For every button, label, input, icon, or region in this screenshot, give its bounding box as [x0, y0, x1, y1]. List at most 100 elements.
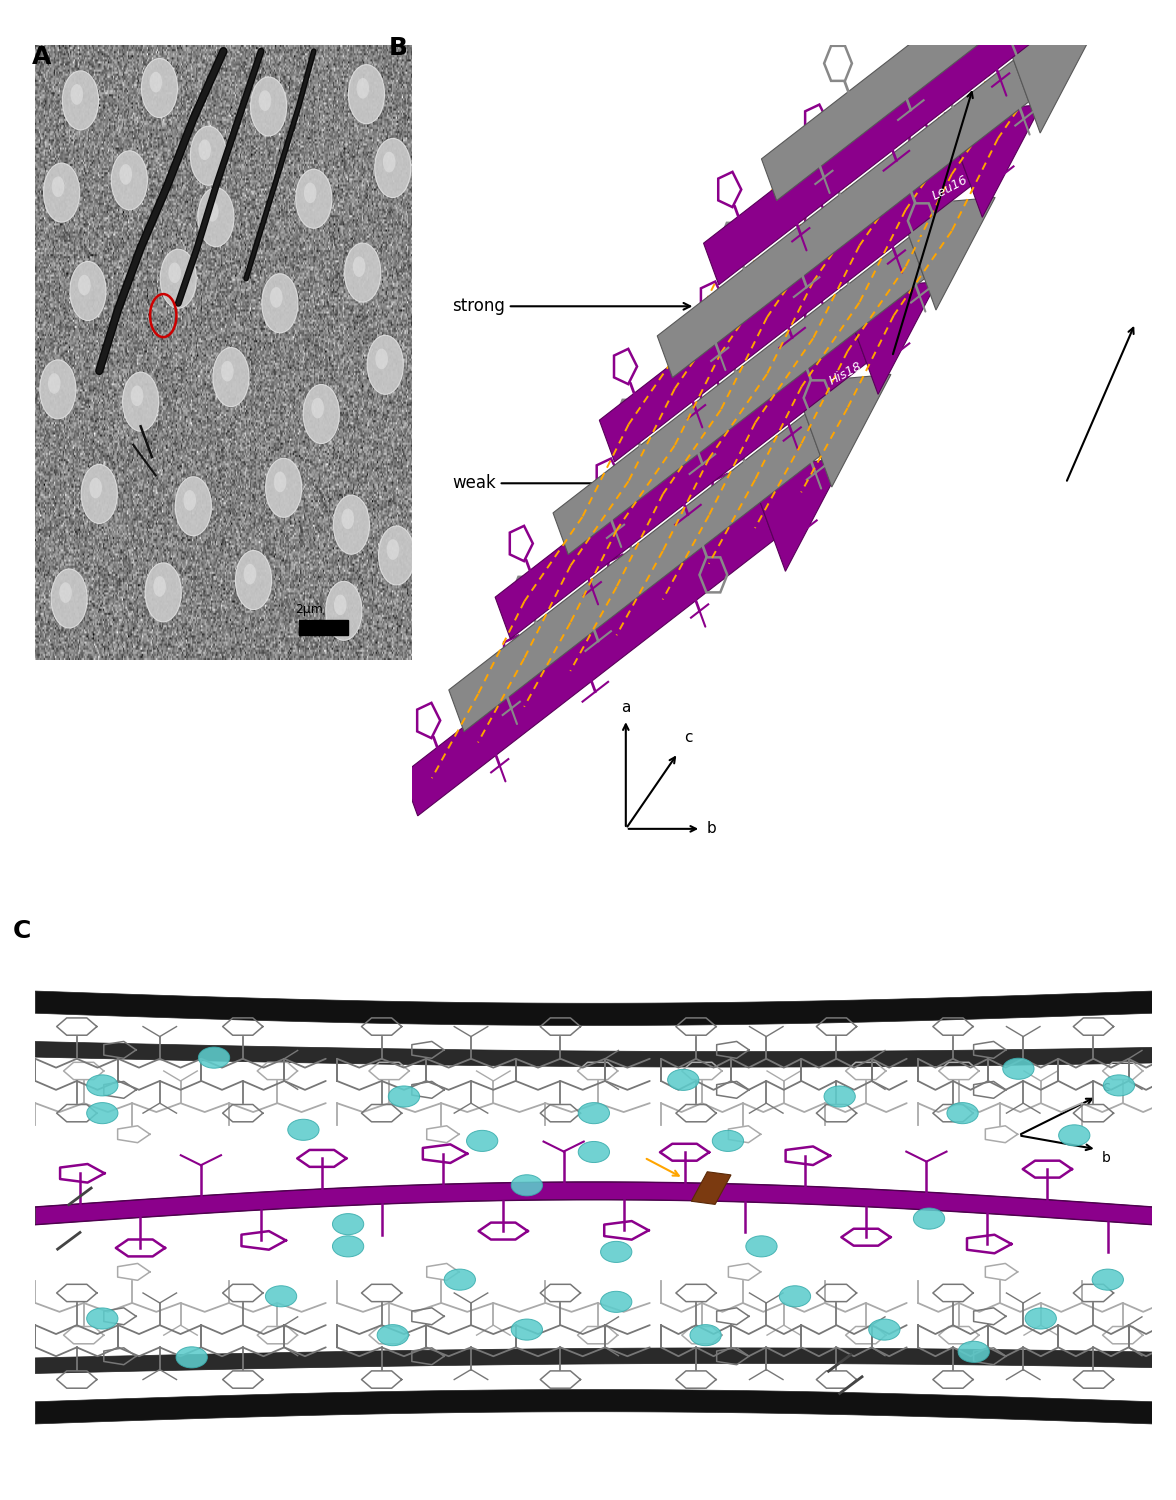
- Polygon shape: [402, 498, 774, 816]
- Circle shape: [122, 372, 159, 430]
- Circle shape: [52, 177, 65, 197]
- Circle shape: [206, 201, 219, 222]
- Ellipse shape: [388, 1086, 420, 1107]
- Polygon shape: [657, 60, 1029, 378]
- Circle shape: [387, 538, 400, 560]
- Text: weak: weak: [452, 474, 633, 492]
- Bar: [299, 620, 348, 636]
- Polygon shape: [35, 1389, 1152, 1423]
- Circle shape: [303, 183, 316, 203]
- Polygon shape: [600, 144, 971, 462]
- Polygon shape: [794, 375, 891, 488]
- Polygon shape: [944, 105, 1042, 218]
- Polygon shape: [898, 198, 995, 310]
- Ellipse shape: [1103, 1076, 1135, 1096]
- Ellipse shape: [87, 1076, 118, 1096]
- Ellipse shape: [467, 1131, 497, 1152]
- Circle shape: [149, 72, 162, 93]
- Ellipse shape: [869, 1318, 900, 1340]
- Circle shape: [367, 336, 403, 394]
- Circle shape: [51, 568, 87, 628]
- Ellipse shape: [1025, 1308, 1056, 1329]
- Ellipse shape: [947, 1102, 978, 1124]
- Ellipse shape: [1058, 1125, 1090, 1146]
- Ellipse shape: [958, 1341, 989, 1362]
- Circle shape: [78, 274, 91, 296]
- Circle shape: [270, 286, 282, 308]
- Polygon shape: [1049, 0, 1145, 40]
- Circle shape: [235, 550, 272, 609]
- Text: b: b: [1102, 1150, 1111, 1166]
- Circle shape: [145, 562, 181, 622]
- Text: a: a: [621, 700, 630, 715]
- Circle shape: [375, 138, 410, 198]
- Ellipse shape: [176, 1347, 207, 1368]
- Circle shape: [295, 170, 332, 228]
- Circle shape: [153, 576, 166, 597]
- Polygon shape: [840, 282, 937, 394]
- Circle shape: [160, 249, 196, 308]
- Text: B: B: [389, 36, 408, 60]
- Text: c: c: [683, 729, 693, 744]
- Circle shape: [356, 78, 369, 99]
- Polygon shape: [1002, 21, 1100, 134]
- Polygon shape: [35, 1041, 1152, 1066]
- Circle shape: [353, 256, 366, 278]
- Ellipse shape: [333, 1236, 363, 1257]
- Circle shape: [250, 76, 287, 136]
- Circle shape: [62, 70, 99, 130]
- Ellipse shape: [288, 1119, 319, 1140]
- Ellipse shape: [333, 1214, 363, 1234]
- Ellipse shape: [1093, 1269, 1123, 1290]
- Ellipse shape: [824, 1086, 855, 1107]
- Polygon shape: [761, 0, 1132, 201]
- Circle shape: [183, 490, 196, 510]
- Circle shape: [81, 465, 118, 524]
- Circle shape: [71, 84, 83, 105]
- Ellipse shape: [199, 1047, 229, 1068]
- Ellipse shape: [746, 1236, 777, 1257]
- Text: His18: His18: [827, 360, 864, 388]
- Polygon shape: [35, 1348, 1152, 1374]
- Ellipse shape: [512, 1174, 542, 1196]
- Circle shape: [48, 374, 61, 394]
- Ellipse shape: [668, 1070, 699, 1090]
- Circle shape: [348, 64, 385, 123]
- Polygon shape: [748, 459, 844, 572]
- Circle shape: [112, 152, 147, 210]
- Circle shape: [40, 360, 76, 419]
- Ellipse shape: [579, 1102, 609, 1124]
- Text: His18: His18: [1018, 0, 1056, 9]
- Circle shape: [326, 582, 362, 640]
- Ellipse shape: [601, 1242, 632, 1263]
- Circle shape: [333, 495, 369, 554]
- Circle shape: [266, 459, 302, 518]
- Text: c: c: [1102, 1080, 1110, 1094]
- Circle shape: [312, 398, 325, 418]
- Circle shape: [334, 594, 347, 615]
- Circle shape: [199, 140, 212, 160]
- Text: C: C: [13, 920, 32, 944]
- Circle shape: [141, 58, 178, 117]
- Ellipse shape: [377, 1324, 408, 1346]
- Circle shape: [383, 152, 395, 172]
- Text: proto-fibril axis: proto-fibril axis: [886, 64, 991, 78]
- Ellipse shape: [601, 1292, 632, 1312]
- Circle shape: [120, 164, 132, 184]
- Ellipse shape: [713, 1131, 743, 1152]
- Circle shape: [303, 384, 340, 444]
- Text: Leu16: Leu16: [930, 174, 970, 202]
- Circle shape: [131, 386, 143, 406]
- Polygon shape: [553, 237, 924, 555]
- Circle shape: [379, 526, 415, 585]
- Polygon shape: [35, 1182, 1152, 1224]
- Circle shape: [221, 362, 234, 381]
- Ellipse shape: [780, 1286, 810, 1306]
- Text: b: b: [707, 822, 716, 837]
- Polygon shape: [691, 1172, 731, 1204]
- Text: A: A: [32, 45, 51, 69]
- Circle shape: [168, 262, 181, 284]
- Circle shape: [274, 471, 287, 492]
- Polygon shape: [449, 414, 821, 732]
- Ellipse shape: [1003, 1058, 1034, 1080]
